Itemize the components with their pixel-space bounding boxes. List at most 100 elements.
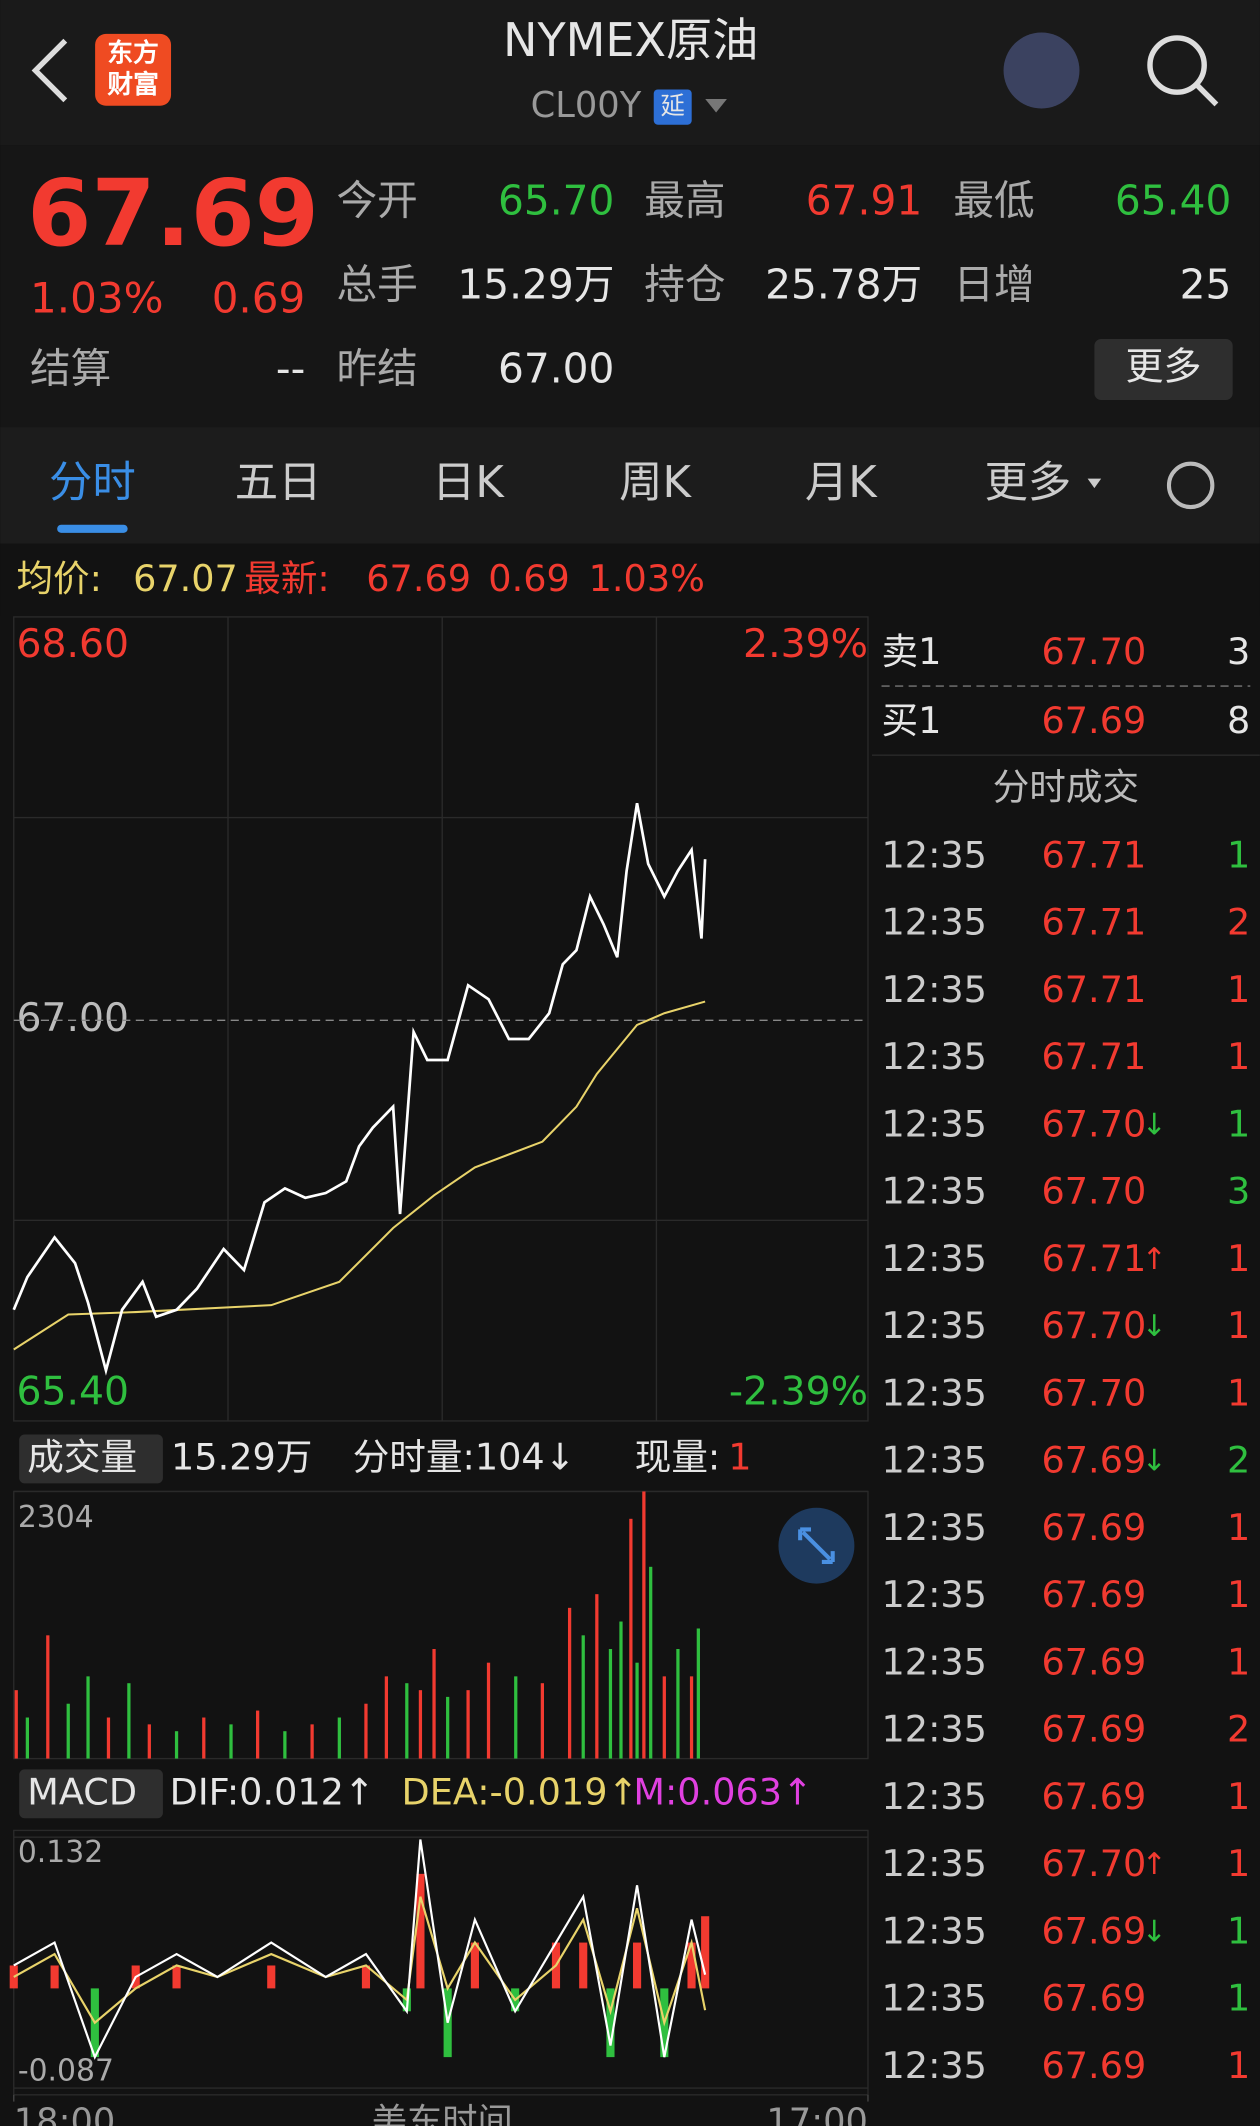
tick-volume: 3 <box>1227 1170 1250 1213</box>
stat-value: 25.78万 <box>765 260 922 308</box>
tick-volume: 1 <box>1227 1371 1250 1414</box>
logo-text: 财富 <box>107 69 159 100</box>
tick-time: 12:35 <box>882 1506 987 1549</box>
y-tick-label: 65.40 <box>16 1369 129 1414</box>
latest: 67.69 <box>366 557 471 600</box>
tick-time: 12:35 <box>882 1304 987 1347</box>
dea-text: DEA:-0.019↑ <box>402 1770 639 1813</box>
macd-bar <box>606 1988 615 2058</box>
back-button[interactable] <box>31 38 68 103</box>
tick-time: 12:35 <box>882 1035 987 1078</box>
buy-volume: 8 <box>1227 699 1250 742</box>
tick-time: 12:35 <box>882 1775 987 1818</box>
tick-time: 12:35 <box>882 1102 987 1145</box>
indicator-selector[interactable] <box>19 1769 163 1819</box>
avg-label: 均价: <box>16 557 102 600</box>
volume-bar <box>581 1635 585 1759</box>
stat-value: 67.91 <box>806 176 922 224</box>
tab-bar <box>0 427 1260 544</box>
settings-button[interactable] <box>1166 461 1215 510</box>
volume-bar <box>106 1717 111 1759</box>
latest-change: 0.69 <box>488 557 569 600</box>
tick-price: 67.71 <box>1042 1035 1147 1078</box>
logo[interactable] <box>95 33 172 106</box>
macd-bar <box>701 1916 710 1989</box>
pct-top: 2.39% <box>743 622 868 667</box>
stat-label: 总手 <box>336 260 417 308</box>
tick-price: 67.70 <box>1042 1304 1147 1347</box>
change-pct: 1.03% <box>30 274 163 323</box>
macd-bar <box>633 1942 642 1989</box>
tick-price: 67.70 <box>1042 1371 1147 1414</box>
latest-pct: 1.03% <box>589 557 705 600</box>
tick-arrow: ↓ <box>1142 1914 1167 1949</box>
tick-price: 67.69 <box>1042 1909 1147 1952</box>
volume-bar <box>202 1717 206 1759</box>
tick-price: 67.69 <box>1042 1439 1147 1482</box>
expand-icon <box>798 1527 835 1564</box>
volume-bar <box>256 1710 260 1759</box>
stat-value: 15.29万 <box>457 260 614 308</box>
volume-bar <box>629 1518 633 1759</box>
tick-time: 12:35 <box>882 1439 987 1482</box>
tab[interactable]: 日K <box>432 458 505 508</box>
tick-volume: 1 <box>1227 1775 1250 1818</box>
stat-label: 昨结 <box>336 345 417 393</box>
volume-bar <box>608 1649 613 1759</box>
tick-price: 67.71 <box>1042 968 1147 1011</box>
current-label: 现量: <box>635 1435 721 1478</box>
search-button[interactable] <box>1147 35 1207 95</box>
volume-bar <box>432 1649 436 1759</box>
dif-text: DIF:0.012↑ <box>170 1770 375 1813</box>
tick-volume: 1 <box>1227 1640 1250 1683</box>
volume-bar <box>25 1717 30 1759</box>
volume-bar <box>514 1676 518 1759</box>
tick-price: 67.69 <box>1042 1640 1147 1683</box>
volume-selector[interactable] <box>19 1434 163 1484</box>
tick-volume: 1 <box>1227 833 1250 876</box>
tick-volume: 分时量:104↓ <box>353 1435 576 1478</box>
volume-bar <box>66 1703 70 1759</box>
tick-time: 12:35 <box>882 2044 987 2087</box>
tick-price: 67.71 <box>1042 1237 1147 1280</box>
volume-bar <box>676 1649 680 1759</box>
buy-label: 买1 <box>882 699 942 742</box>
tick-volume: 1 <box>1227 1573 1250 1616</box>
tick-price: 67.70 <box>1042 1170 1147 1213</box>
more-button[interactable] <box>1094 338 1233 400</box>
volume-bar <box>229 1724 233 1759</box>
volume-bar <box>384 1676 389 1759</box>
quote-panel <box>0 145 1260 428</box>
tick-price: 67.71 <box>1042 901 1147 944</box>
tab[interactable]: 更多 <box>985 458 1072 508</box>
volume-bar <box>127 1683 131 1759</box>
tick-volume: 1 <box>1227 1102 1250 1145</box>
info-bar <box>0 543 1260 616</box>
tick-time: 12:35 <box>882 1977 987 2020</box>
stat-value: 65.70 <box>498 176 614 224</box>
tab[interactable]: 月K <box>805 458 878 508</box>
volume-bar <box>418 1690 423 1759</box>
tick-volume: 1 <box>1227 2044 1250 2087</box>
y-tick-label: 2304 <box>18 1500 94 1535</box>
buy-price: 67.69 <box>1042 699 1147 742</box>
avg-line <box>13 1000 706 1351</box>
macd-bar <box>687 1942 696 1989</box>
x-tick-label: 17:00 <box>766 2101 868 2126</box>
change: 0.69 <box>212 274 306 323</box>
tick-volume: 1 <box>1227 1304 1250 1347</box>
tick-time: 12:35 <box>882 833 987 876</box>
volume-bar <box>635 1662 639 1759</box>
tab[interactable]: 周K <box>619 458 692 508</box>
robot-avatar[interactable] <box>1003 32 1080 109</box>
tick-price: 67.69 <box>1042 1506 1147 1549</box>
tick-volume: 1 <box>1227 1506 1250 1549</box>
volume-bar <box>337 1717 341 1759</box>
tick-time: 12:35 <box>882 1640 987 1683</box>
dropdown-icon[interactable] <box>705 98 727 113</box>
volume-bar <box>283 1731 287 1759</box>
tab[interactable]: 分时 <box>49 458 136 508</box>
tick-price: 67.69 <box>1042 1775 1147 1818</box>
tab[interactable]: 五日 <box>235 458 322 508</box>
stat-label: 最高 <box>644 176 725 224</box>
